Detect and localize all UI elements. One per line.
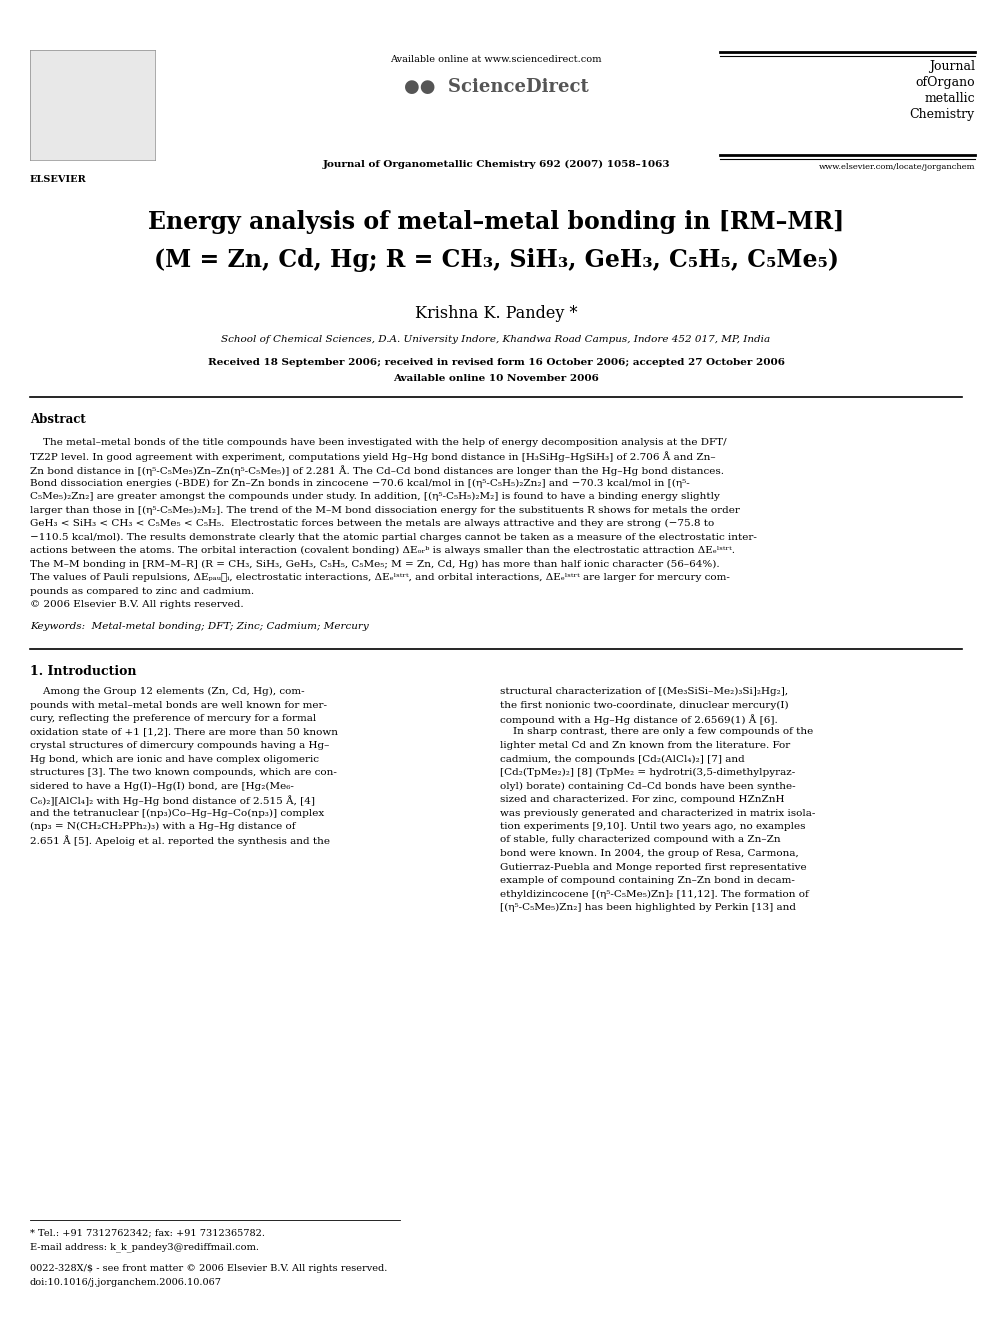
Text: The values of Pauli repulsions, ΔEₚₐᵤℓᵢ, electrostatic interactions, ΔEₑˡˢᵗʳᵗ, a: The values of Pauli repulsions, ΔEₚₐᵤℓᵢ,… (30, 573, 730, 582)
Text: GeH₃ < SiH₃ < CH₃ < C₅Me₅ < C₅H₅.  Electrostatic forces between the metals are a: GeH₃ < SiH₃ < CH₃ < C₅Me₅ < C₅H₅. Electr… (30, 519, 714, 528)
Text: tion experiments [9,10]. Until two years ago, no examples: tion experiments [9,10]. Until two years… (500, 822, 806, 831)
Text: The M–M bonding in [RM–M–R] (R = CH₃, SiH₃, GeH₃, C₅H₅, C₅Me₅; M = Zn, Cd, Hg) h: The M–M bonding in [RM–M–R] (R = CH₃, Si… (30, 560, 719, 569)
Text: Journal of Organometallic Chemistry 692 (2007) 1058–1063: Journal of Organometallic Chemistry 692 … (322, 160, 670, 169)
Text: 0022-328X/$ - see front matter © 2006 Elsevier B.V. All rights reserved.: 0022-328X/$ - see front matter © 2006 El… (30, 1263, 387, 1273)
Text: example of compound containing Zn–Zn bond in decam-: example of compound containing Zn–Zn bon… (500, 876, 795, 885)
Text: ELSEVIER: ELSEVIER (30, 175, 86, 184)
Text: crystal structures of dimercury compounds having a Hg–: crystal structures of dimercury compound… (30, 741, 329, 750)
Text: (M = Zn, Cd, Hg; R = CH₃, SiH₃, GeH₃, C₅H₅, C₅Me₅): (M = Zn, Cd, Hg; R = CH₃, SiH₃, GeH₃, C₅… (154, 247, 838, 273)
Text: ethyldizincocene [(η⁵-C₅Me₅)Zn]₂ [11,12]. The formation of: ethyldizincocene [(η⁵-C₅Me₅)Zn]₂ [11,12]… (500, 889, 808, 898)
Text: 2.651 Å [5]. Apeloig et al. reported the synthesis and the: 2.651 Å [5]. Apeloig et al. reported the… (30, 836, 330, 847)
Text: was previously generated and characterized in matrix isola-: was previously generated and characteriz… (500, 808, 815, 818)
Text: the first nonionic two-coordinate, dinuclear mercury(I): the first nonionic two-coordinate, dinuc… (500, 700, 789, 709)
Text: structural characterization of [(Me₃SiSi–Me₂)₃Si]₂Hg₂],: structural characterization of [(Me₃SiSi… (500, 687, 788, 696)
Text: C₆)₂][AlCl₄]₂ with Hg–Hg bond distance of 2.515 Å, [4]: C₆)₂][AlCl₄]₂ with Hg–Hg bond distance o… (30, 795, 315, 806)
Text: Abstract: Abstract (30, 413, 85, 426)
Text: and the tetranuclear [(np₃)Co–Hg–Hg–Co(np₃)] complex: and the tetranuclear [(np₃)Co–Hg–Hg–Co(n… (30, 808, 324, 818)
Text: (np₃ = N(CH₂CH₂PPh₂)₃) with a Hg–Hg distance of: (np₃ = N(CH₂CH₂PPh₂)₃) with a Hg–Hg dist… (30, 822, 296, 831)
Text: sized and characterized. For zinc, compound HZnZnH: sized and characterized. For zinc, compo… (500, 795, 785, 804)
Text: Krishna K. Pandey *: Krishna K. Pandey * (415, 306, 577, 321)
Text: * Tel.: +91 7312762342; fax: +91 7312365782.: * Tel.: +91 7312762342; fax: +91 7312365… (30, 1228, 265, 1237)
Text: −110.5 kcal/mol). The results demonstrate clearly that the atomic partial charge: −110.5 kcal/mol). The results demonstrat… (30, 532, 757, 541)
Text: bond were known. In 2004, the group of Resa, Carmona,: bond were known. In 2004, the group of R… (500, 849, 799, 859)
Text: structures [3]. The two known compounds, which are con-: structures [3]. The two known compounds,… (30, 767, 337, 777)
Text: In sharp contrast, there are only a few compounds of the: In sharp contrast, there are only a few … (500, 728, 813, 737)
Text: E-mail address: k_k_pandey3@rediffmail.com.: E-mail address: k_k_pandey3@rediffmail.c… (30, 1242, 259, 1252)
Text: cadmium, the compounds [Cd₂(AlCl₄)₂] [7] and: cadmium, the compounds [Cd₂(AlCl₄)₂] [7]… (500, 754, 745, 763)
Text: olyl) borate) containing Cd–Cd bonds have been synthe-: olyl) borate) containing Cd–Cd bonds hav… (500, 782, 796, 791)
Text: pounds with metal–metal bonds are well known for mer-: pounds with metal–metal bonds are well k… (30, 700, 327, 709)
Text: Gutierraz-Puebla and Monge reported first representative: Gutierraz-Puebla and Monge reported firs… (500, 863, 806, 872)
Text: www.elsevier.com/locate/jorganchem: www.elsevier.com/locate/jorganchem (818, 163, 975, 171)
Text: actions between the atoms. The orbital interaction (covalent bonding) ΔEₒᵣᵇ is a: actions between the atoms. The orbital i… (30, 546, 735, 556)
Text: ●●  ScienceDirect: ●● ScienceDirect (404, 78, 588, 97)
Text: oxidation state of +1 [1,2]. There are more than 50 known: oxidation state of +1 [1,2]. There are m… (30, 728, 338, 737)
Text: Bond dissociation energies (-BDE) for Zn–Zn bonds in zincocene −70.6 kcal/mol in: Bond dissociation energies (-BDE) for Zn… (30, 479, 689, 488)
Text: Zn bond distance in [(η⁵-C₅Me₅)Zn–Zn(η⁵-C₅Me₅)] of 2.281 Å. The Cd–Cd bond dista: Zn bond distance in [(η⁵-C₅Me₅)Zn–Zn(η⁵-… (30, 464, 724, 476)
Text: doi:10.1016/j.jorganchem.2006.10.067: doi:10.1016/j.jorganchem.2006.10.067 (30, 1278, 222, 1287)
Text: compound with a Hg–Hg distance of 2.6569(1) Å [6].: compound with a Hg–Hg distance of 2.6569… (500, 714, 778, 725)
Text: [(η⁵-C₅Me₅)Zn₂] has been highlighted by Perkin [13] and: [(η⁵-C₅Me₅)Zn₂] has been highlighted by … (500, 904, 796, 912)
Text: School of Chemical Sciences, D.A. University Indore, Khandwa Road Campus, Indore: School of Chemical Sciences, D.A. Univer… (221, 335, 771, 344)
Text: Among the Group 12 elements (Zn, Cd, Hg), com-: Among the Group 12 elements (Zn, Cd, Hg)… (30, 687, 305, 696)
Text: C₅Me₅)₂Zn₂] are greater amongst the compounds under study. In addition, [(η⁵-C₅H: C₅Me₅)₂Zn₂] are greater amongst the comp… (30, 492, 720, 501)
Text: Available online at www.sciencedirect.com: Available online at www.sciencedirect.co… (390, 56, 602, 64)
Text: © 2006 Elsevier B.V. All rights reserved.: © 2006 Elsevier B.V. All rights reserved… (30, 601, 244, 609)
Text: Keywords:  Metal-metal bonding; DFT; Zinc; Cadmium; Mercury: Keywords: Metal-metal bonding; DFT; Zinc… (30, 622, 369, 631)
Text: sidered to have a Hg(I)–Hg(I) bond, are [Hg₂(Me₆-: sidered to have a Hg(I)–Hg(I) bond, are … (30, 782, 294, 791)
Text: lighter metal Cd and Zn known from the literature. For: lighter metal Cd and Zn known from the l… (500, 741, 791, 750)
Text: [Cd₂(TpMe₂)₂] [8] (TpMe₂ = hydrotri(3,5-dimethylpyraz-: [Cd₂(TpMe₂)₂] [8] (TpMe₂ = hydrotri(3,5-… (500, 767, 796, 777)
Text: Hg bond, which are ionic and have complex oligomeric: Hg bond, which are ionic and have comple… (30, 754, 319, 763)
Text: Available online 10 November 2006: Available online 10 November 2006 (393, 374, 599, 382)
Text: pounds as compared to zinc and cadmium.: pounds as compared to zinc and cadmium. (30, 586, 254, 595)
Text: Journal
ofOrgano
metallic
Chemistry: Journal ofOrgano metallic Chemistry (910, 60, 975, 120)
Text: Energy analysis of metal–metal bonding in [RM–MR]: Energy analysis of metal–metal bonding i… (148, 210, 844, 234)
Text: 1. Introduction: 1. Introduction (30, 665, 137, 677)
Text: The metal–metal bonds of the title compounds have been investigated with the hel: The metal–metal bonds of the title compo… (30, 438, 726, 447)
Text: cury, reflecting the preference of mercury for a formal: cury, reflecting the preference of mercu… (30, 714, 316, 722)
Text: Received 18 September 2006; received in revised form 16 October 2006; accepted 2: Received 18 September 2006; received in … (207, 359, 785, 366)
Text: TZ2P level. In good agreement with experiment, computations yield Hg–Hg bond dis: TZ2P level. In good agreement with exper… (30, 451, 715, 462)
Text: larger than those in [(η⁵-C₅Me₅)₂M₂]. The trend of the M–M bond dissociation ene: larger than those in [(η⁵-C₅Me₅)₂M₂]. Th… (30, 505, 740, 515)
Text: of stable, fully characterized compound with a Zn–Zn: of stable, fully characterized compound … (500, 836, 781, 844)
